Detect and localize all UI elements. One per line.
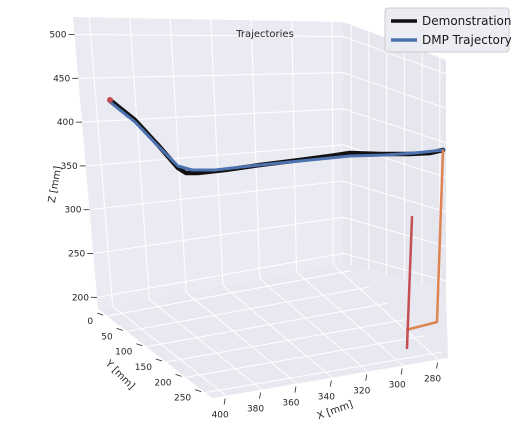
z-tick-label: 200 <box>72 293 89 303</box>
y-gridline-floor <box>165 319 406 363</box>
red-path <box>405 215 414 350</box>
chart-title: Trajectories <box>235 29 294 40</box>
y-gridline-floor <box>126 286 370 332</box>
z-tick-label: 250 <box>68 250 85 260</box>
y-gridline-floor <box>107 270 352 317</box>
y-tick-label: 250 <box>174 394 191 404</box>
x-tick-mark <box>223 398 226 405</box>
x-tick-label: 320 <box>353 387 370 397</box>
x-gridline-floor <box>112 305 227 396</box>
x-tick-mark <box>294 386 297 393</box>
x-gridline-wall <box>129 18 150 300</box>
start-marker <box>107 97 113 103</box>
x-tick-label: 340 <box>318 393 335 403</box>
y-tick-label: 100 <box>115 348 132 358</box>
x-tick-mark <box>436 362 438 369</box>
x-gridline-wall <box>291 21 297 272</box>
y-gridline-floor <box>205 351 442 394</box>
y-gridline-floor <box>146 302 388 348</box>
x-gridline-floor <box>296 271 404 366</box>
z-gridline <box>78 72 344 79</box>
x-tick-label: 380 <box>247 405 264 415</box>
z-tick-label: 500 <box>49 31 66 41</box>
z-gridline <box>342 144 447 178</box>
x-gridline-wall <box>169 18 187 293</box>
y-gridline-floor <box>185 335 424 378</box>
floor-pane <box>98 263 448 398</box>
y-tick-label: 0 <box>87 317 93 327</box>
legend-label-dmp: DMP Trajectory <box>422 33 511 47</box>
x-tick-label: 360 <box>282 399 299 409</box>
z-gridline <box>342 180 447 213</box>
trajectory-lines <box>107 97 446 350</box>
y-tick-label: 50 <box>101 332 113 342</box>
z-gridline <box>342 216 447 247</box>
legend: Demonstration DMP Trajectory <box>384 7 511 53</box>
z-gridline <box>85 144 344 167</box>
dmp-trajectory-line <box>108 100 445 172</box>
z-tick-label: 300 <box>64 206 81 216</box>
x-gridline-floor <box>222 285 333 378</box>
y-tick-mark <box>136 343 143 347</box>
z-gridline <box>96 252 344 298</box>
x-tick-mark <box>365 374 368 381</box>
z-gridline <box>93 216 344 255</box>
x-axis-ticks: 400 380 360 340 320 300 280 <box>212 362 441 421</box>
x-gridline-floor <box>185 292 298 384</box>
z-gridline <box>89 180 344 211</box>
x-tick-mark <box>400 368 403 375</box>
legend-label-demonstration: Demonstration <box>422 14 511 28</box>
x-gridline-floor <box>332 264 439 360</box>
y-tick-mark <box>195 389 202 393</box>
z-tick-label: 350 <box>61 162 78 172</box>
back-left-pane <box>73 17 343 309</box>
orange-path <box>405 149 445 332</box>
gridlines <box>74 17 447 396</box>
x-tick-mark <box>259 392 261 399</box>
x-tick-label: 400 <box>212 411 229 421</box>
y-tick-label: 150 <box>135 363 152 373</box>
y-tick-mark <box>155 358 163 362</box>
x-gridline-wall <box>88 17 114 307</box>
x-gridline-floor <box>259 278 369 372</box>
x-tick-label: 300 <box>389 381 406 391</box>
z-gridline <box>342 72 447 109</box>
y-tick-mark <box>96 312 104 316</box>
y-tick-mark <box>116 328 123 331</box>
x-gridline-wall <box>250 20 261 279</box>
z-gridline <box>342 108 447 144</box>
z-tick-label: 450 <box>53 74 70 84</box>
x-gridline-wall <box>210 19 224 286</box>
x-tick-label: 280 <box>424 375 441 385</box>
z-tick-label: 400 <box>57 118 74 128</box>
y-tick-mark <box>175 373 182 377</box>
x-gridline-floor <box>149 298 262 390</box>
y-tick-label: 200 <box>154 378 171 388</box>
z-gridline <box>74 34 344 37</box>
z-gridline <box>81 108 344 123</box>
z-axis-ticks: 200 250 300 350 400 450 500 <box>49 31 97 303</box>
x-gridline-wall <box>331 21 334 265</box>
z-gridline <box>342 252 447 282</box>
x-tick-mark <box>329 380 332 387</box>
z-gridline <box>342 35 447 75</box>
